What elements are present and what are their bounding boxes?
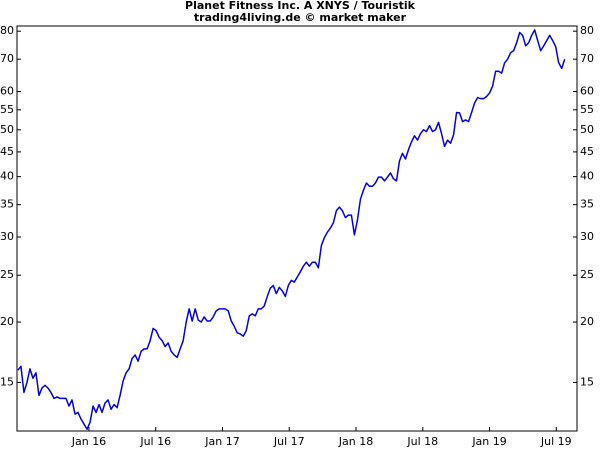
y-tick-label: 50 xyxy=(0,123,14,136)
y-tick-label: 60 xyxy=(0,85,14,98)
y-tick-label: 35 xyxy=(0,198,14,211)
y-tick-label: 80 xyxy=(0,24,14,37)
y-tick-label: 15 xyxy=(0,375,14,388)
chart-subtitle: trading4living.de © market maker xyxy=(194,11,407,24)
price-line xyxy=(17,29,566,430)
y-tick-label-right: 55 xyxy=(580,103,594,116)
x-tick-label: Jul 18 xyxy=(406,435,438,448)
y-tick-label-right: 20 xyxy=(580,315,594,328)
y-tick-label: 25 xyxy=(0,268,14,281)
plot-frame xyxy=(16,25,578,432)
y-tick-label-right: 45 xyxy=(580,145,594,158)
y-tick-label-right: 25 xyxy=(580,268,594,281)
y-tick-label-right: 50 xyxy=(580,123,594,136)
x-tick-label: Jul 19 xyxy=(540,435,572,448)
x-tick-label: Jul 17 xyxy=(273,435,305,448)
y-tick-label: 55 xyxy=(0,103,14,116)
x-tick-label: Jul 16 xyxy=(139,435,171,448)
y-tick-label: 40 xyxy=(0,170,14,183)
y-tick-label-right: 30 xyxy=(580,230,594,243)
y-tick-label-right: 35 xyxy=(580,198,594,211)
y-tick-label-right: 70 xyxy=(580,52,594,65)
y-tick-label-right: 40 xyxy=(580,170,594,183)
y-tick-label: 20 xyxy=(0,315,14,328)
x-tick-label: Jan 16 xyxy=(71,435,106,448)
y-tick-label: 30 xyxy=(0,230,14,243)
chart-title: Planet Fitness Inc. A XNYS / Touristik xyxy=(185,0,416,12)
x-tick-label: Jan 18 xyxy=(338,435,373,448)
y-tick-label: 45 xyxy=(0,145,14,158)
x-tick-label: Jan 17 xyxy=(204,435,239,448)
x-tick-label: Jan 19 xyxy=(471,435,506,448)
y-tick-label: 70 xyxy=(0,52,14,65)
y-tick-label-right: 15 xyxy=(580,375,594,388)
y-tick-label-right: 80 xyxy=(580,24,594,37)
y-tick-label-right: 60 xyxy=(580,85,594,98)
